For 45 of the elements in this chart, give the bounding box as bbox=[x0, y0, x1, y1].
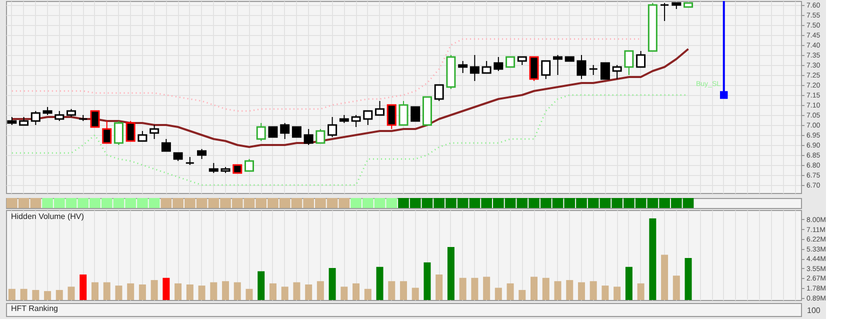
candlestick bbox=[386, 104, 396, 130]
candlestick bbox=[328, 116, 338, 138]
candlestick bbox=[434, 84, 444, 102]
candlestick bbox=[54, 110, 64, 122]
candlestick bbox=[506, 56, 516, 68]
candlestick bbox=[161, 138, 171, 152]
candlestick bbox=[351, 114, 361, 128]
candlestick bbox=[208, 162, 218, 174]
candlestick bbox=[304, 128, 314, 146]
candlestick bbox=[256, 122, 266, 142]
candlestick bbox=[600, 62, 610, 80]
candlestick bbox=[458, 60, 468, 74]
candlestick bbox=[268, 126, 278, 138]
candlestick bbox=[588, 64, 598, 76]
candlestick bbox=[363, 110, 373, 126]
candlestick bbox=[126, 120, 136, 142]
candlestick bbox=[90, 110, 100, 128]
candlestick bbox=[541, 60, 551, 80]
candlestick bbox=[410, 106, 420, 122]
candlestick bbox=[660, 2, 670, 22]
candlestick bbox=[114, 120, 124, 146]
candlestick bbox=[138, 130, 148, 142]
candlestick bbox=[102, 120, 112, 144]
candlestick bbox=[494, 56, 504, 72]
chart-title: Hidden Volume (HV) bbox=[11, 212, 84, 221]
candlestick bbox=[470, 54, 480, 82]
text: 100 bbox=[807, 306, 821, 315]
line-series bbox=[11, 38, 642, 112]
candlestick bbox=[612, 64, 622, 80]
candlestick bbox=[197, 148, 207, 160]
candlestick bbox=[529, 56, 539, 82]
candlestick bbox=[244, 158, 254, 172]
candlestick bbox=[375, 100, 385, 116]
candlestick bbox=[482, 60, 492, 74]
candlestick bbox=[553, 54, 563, 76]
candlestick bbox=[636, 50, 646, 68]
candlestick bbox=[150, 124, 160, 140]
candlestick bbox=[624, 50, 634, 76]
candlestick bbox=[576, 54, 586, 80]
candlestick bbox=[280, 122, 290, 140]
text: HFT Ranking bbox=[11, 304, 58, 313]
candlestick bbox=[398, 100, 408, 126]
candlestick bbox=[292, 126, 302, 138]
candlestick bbox=[30, 110, 40, 126]
candlestick bbox=[316, 128, 326, 144]
